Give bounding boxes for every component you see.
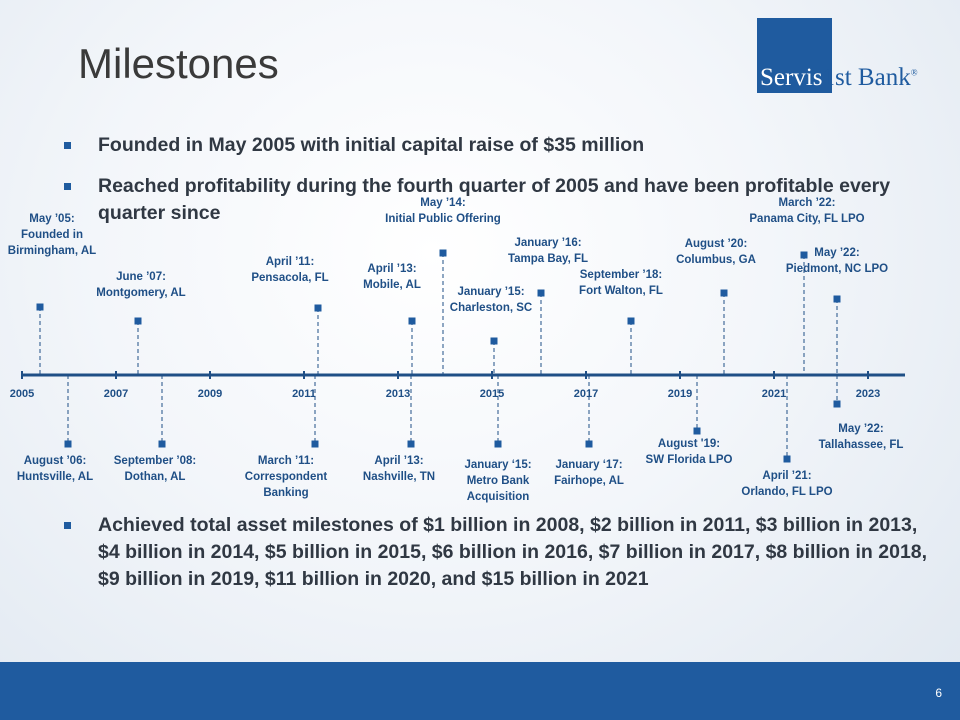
bullet-list-assets: Achieved total asset milestones of $1 bi… [62, 512, 932, 593]
bullet-text: Achieved total asset milestones of $1 bi… [98, 514, 928, 590]
milestone-timeline: 2005 2007 2009 2011 2013 2015 2017 2019 2021 2023… [8, 197, 905, 503]
year-label: 2011 [292, 388, 316, 400]
bullet-item: Achieved total asset milestones of $1 bi… [62, 512, 932, 593]
year-label: 2007 [104, 388, 128, 400]
milestone-label-below: April ’13: Nashville, TN [363, 455, 435, 483]
year-label: 2023 [856, 388, 880, 400]
bullet-square-icon [64, 522, 71, 529]
year-label: 2017 [574, 388, 598, 400]
milestone-marker [439, 249, 447, 257]
year-label: 2013 [386, 388, 410, 400]
bullet-text: Reached profitability during the fourth … [98, 175, 891, 224]
bullet-square-icon [64, 142, 71, 149]
milestone-marker [800, 251, 808, 259]
milestone-marker [36, 303, 44, 311]
milestone-marker [134, 317, 142, 325]
milestone-marker [311, 440, 319, 448]
milestone-label-above: January ’16: Tampa Bay, FL [508, 237, 588, 265]
logo-box [757, 18, 832, 93]
milestone-label-below: March ’11: Correspondent Banking [245, 455, 328, 499]
milestone-label-below: January ‘15: Metro Bank Acquisition [464, 459, 531, 503]
milestone-marker [494, 440, 502, 448]
bullet-list: Founded in May 2005 with initial capital… [62, 132, 922, 241]
milestone-label-above: May ’22: Piedmont, NC LPO [786, 247, 888, 275]
milestone-label-below: August '19: SW Florida LPO [646, 438, 733, 466]
milestone-marker [408, 317, 416, 325]
milestone-label-below: May ’22: Tallahassee, FL [819, 423, 904, 451]
milestone-marker [158, 440, 166, 448]
milestone-marker [314, 304, 322, 312]
milestone-label-above: April ’13: Mobile, AL [363, 263, 421, 291]
milestone-label-above: June ’07: Montgomery, AL [96, 271, 185, 299]
year-label: 2005 [10, 388, 34, 400]
year-label: 2015 [480, 388, 504, 400]
bank-logo: Servis1st Bank® [757, 18, 945, 96]
milestone-marker [783, 455, 791, 463]
milestone-label-above: March ’22: Panama City, FL LPO [749, 197, 864, 225]
milestone-label-below: September ’08: Dothan, AL [114, 455, 196, 483]
logo-text: Servis1st Bank® [760, 64, 918, 92]
milestone-marker [627, 317, 635, 325]
logo-text-servis: Servis [760, 64, 823, 91]
bullet-text: Founded in May 2005 with initial capital… [98, 134, 645, 156]
milestone-label-above: May ’14: Initial Public Offering [385, 197, 501, 225]
page-title: Milestones [78, 40, 279, 87]
milestone-marker [490, 337, 498, 345]
year-label: 2021 [762, 388, 786, 400]
logo-registered-mark: ® [910, 67, 918, 78]
bullet-item: Reached profitability during the fourth … [62, 173, 922, 227]
milestone-marker [833, 400, 841, 408]
milestone-marker [64, 440, 72, 448]
milestone-marker [720, 289, 728, 297]
logo-text-bank: 1st Bank [822, 64, 911, 91]
milestone-marker [833, 295, 841, 303]
bullet-square-icon [64, 183, 71, 190]
footer-bar: 6 [0, 662, 960, 720]
milestone-marker [693, 427, 701, 435]
milestone-label-above: May ’05: Founded in Birmingham, AL [8, 213, 96, 257]
page-number: 6 [935, 686, 942, 700]
bullet-item: Founded in May 2005 with initial capital… [62, 132, 922, 159]
milestone-marker [537, 289, 545, 297]
year-label: 2009 [198, 388, 222, 400]
milestone-label-above: September ’18: Fort Walton, FL [579, 269, 663, 297]
milestone-label-below: April ’21: Orlando, FL LPO [741, 470, 832, 498]
milestone-label-below: August ’06: Huntsville, AL [17, 455, 93, 483]
milestone-label-above: January ’15: Charleston, SC [450, 286, 532, 314]
year-label: 2019 [668, 388, 692, 400]
milestone-marker [407, 440, 415, 448]
milestone-label-above: April ’11: Pensacola, FL [251, 256, 328, 284]
milestone-marker [585, 440, 593, 448]
milestone-label-above: August ’20: Columbus, GA [676, 238, 756, 266]
milestone-label-below: January ‘17: Fairhope, AL [554, 459, 624, 487]
